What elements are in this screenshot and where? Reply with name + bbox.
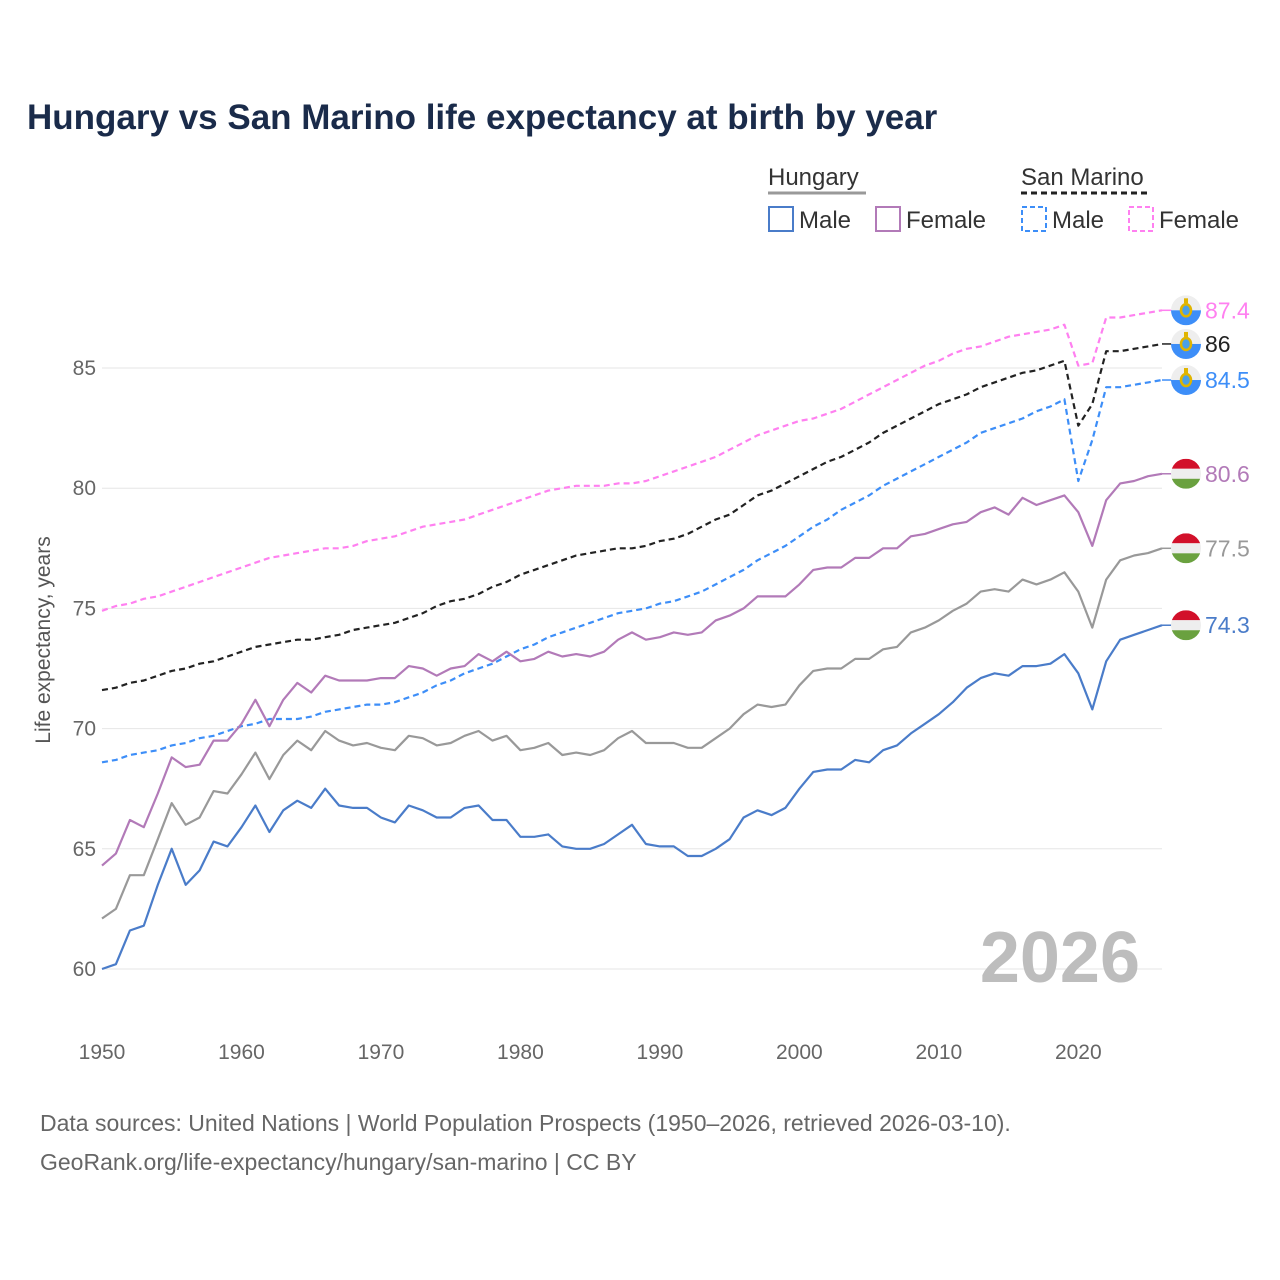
san-marino-flag-icon	[1171, 365, 1201, 396]
series-line-hungary-male	[101, 624, 1163, 971]
legend-san-marino-female: Female	[1159, 207, 1239, 234]
legend: Hungary Male Female San Marino Male Fema…	[768, 164, 1239, 234]
hungary-flag-icon	[1171, 533, 1201, 564]
chart-title: Hungary vs San Marino life expectancy at…	[27, 98, 938, 137]
x-tick-label: 1970	[358, 1041, 405, 1064]
end-label-hungary-female: 80.6	[1205, 461, 1250, 487]
series-line-hungary-female	[101, 472, 1163, 867]
x-tick-label: 2010	[915, 1041, 962, 1064]
y-axis-ticks: 60 65 70 75 80 85	[73, 357, 96, 981]
x-tick-label: 1980	[497, 1041, 544, 1064]
end-label-san-marino-male: 84.5	[1205, 367, 1250, 393]
x-tick-label: 2020	[1055, 1041, 1102, 1064]
legend-group-san-marino: San Marino	[1021, 164, 1144, 191]
end-label-hungary-total: 77.5	[1205, 535, 1250, 561]
y-tick-label: 65	[73, 838, 96, 861]
hungary-flag-icon	[1171, 610, 1201, 641]
y-tick-label: 60	[73, 958, 96, 981]
end-label-san-marino-female: 87.4	[1205, 297, 1250, 323]
x-tick-label: 2000	[776, 1041, 823, 1064]
grid	[102, 367, 1162, 970]
legend-san-marino-male-swatch	[1021, 206, 1047, 232]
legend-san-marino-female-swatch	[1128, 206, 1154, 232]
series-line-hungary-total	[101, 547, 1163, 920]
x-tick-label: 1990	[637, 1041, 684, 1064]
source-line-2: GeoRank.org/life-expectancy/hungary/san-…	[40, 1149, 637, 1175]
x-tick-label: 1950	[79, 1041, 126, 1064]
y-tick-label: 70	[73, 718, 96, 741]
y-tick-label: 85	[73, 357, 96, 380]
y-tick-label: 80	[73, 477, 96, 500]
legend-hungary-male: Male	[799, 207, 851, 234]
x-axis-ticks: 1950 1960 1970 1980 1990 2000 2010 2020	[79, 1041, 1102, 1064]
end-labels: 87.4 86 84.5 80.6 77.5 74.3	[1162, 295, 1250, 641]
series-lines	[101, 309, 1163, 971]
series-line-san-marino-total	[101, 342, 1163, 692]
san-marino-flag-icon	[1171, 295, 1201, 326]
source-line-1: Data sources: United Nations | World Pop…	[40, 1110, 1011, 1136]
year-watermark: 2026	[980, 918, 1140, 998]
series-line-san-marino-male	[101, 378, 1163, 764]
legend-san-marino-male: Male	[1052, 207, 1104, 234]
legend-group-hungary: Hungary	[768, 164, 859, 191]
san-marino-flag-icon	[1171, 328, 1201, 359]
legend-hungary-female: Female	[906, 207, 986, 234]
y-tick-label: 75	[73, 597, 96, 620]
x-tick-label: 1960	[218, 1041, 265, 1064]
y-axis-label: Life expectancy, years	[32, 536, 55, 743]
end-label-san-marino-total: 86	[1205, 331, 1231, 357]
end-label-hungary-male: 74.3	[1205, 612, 1250, 638]
series-line-san-marino-female	[101, 309, 1163, 612]
legend-hungary-male-swatch	[768, 206, 794, 232]
legend-hungary-female-swatch	[875, 206, 901, 232]
hungary-flag-icon	[1171, 458, 1201, 489]
